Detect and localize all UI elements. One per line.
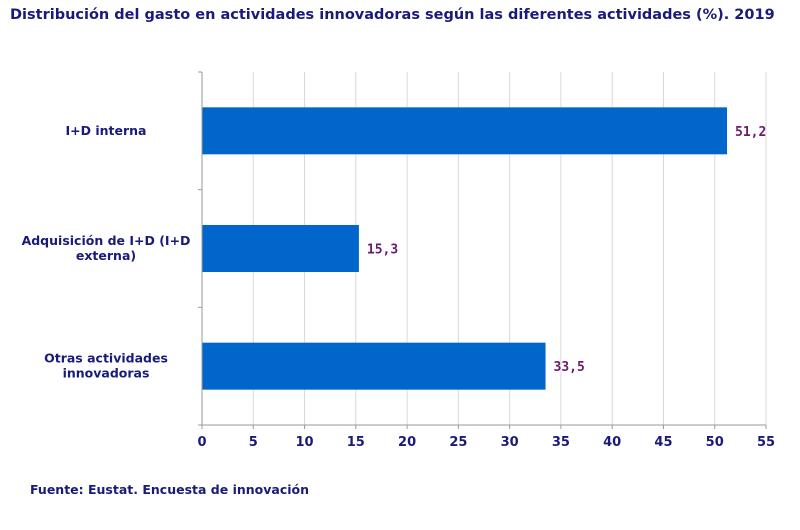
chart-title: Distribución del gasto en actividades in… <box>10 7 775 23</box>
x-tick-label-0: 0 <box>197 435 206 450</box>
category-labels: I+D interna Adquisición de I+D (I+D extern… <box>22 123 191 381</box>
x-tick-label-10: 10 <box>295 435 313 450</box>
x-tick-label-15: 15 <box>347 435 365 450</box>
data-label-1: 15,3 <box>367 243 398 258</box>
x-tick-label-55: 55 <box>757 435 775 450</box>
x-tick-label-45: 45 <box>654 435 672 450</box>
x-tick-label-50: 50 <box>706 435 724 450</box>
category-label-0: I+D interna <box>66 123 147 138</box>
category-label-2: Otras actividades innovadoras <box>44 351 168 381</box>
bar-chart: 0 5 10 15 20 25 30 35 40 45 50 55 I+D interna Adquis… <box>22 71 775 450</box>
x-tick-label-20: 20 <box>398 435 416 450</box>
data-label-2: 33,5 <box>554 360 585 375</box>
bar-1 <box>202 225 359 272</box>
bar-0 <box>202 107 728 155</box>
x-tick-label-25: 25 <box>449 435 467 450</box>
source-note: Fuente: Eustat. Encuesta de innovación <box>30 482 309 497</box>
axes <box>198 71 766 426</box>
x-tick-label-35: 35 <box>552 435 570 450</box>
data-label-0: 51,2 <box>735 125 766 140</box>
category-label-1: Adquisición de I+D (I+D externa) <box>22 233 191 263</box>
x-tick-label-5: 5 <box>249 435 258 450</box>
bars <box>202 107 728 390</box>
x-axis-ticks: 0 5 10 15 20 25 30 35 40 45 50 55 <box>197 425 775 450</box>
x-tick-label-30: 30 <box>501 435 519 450</box>
data-labels: 51,2 15,3 33,5 <box>367 125 766 375</box>
x-tick-label-40: 40 <box>603 435 621 450</box>
bar-2 <box>202 342 546 390</box>
